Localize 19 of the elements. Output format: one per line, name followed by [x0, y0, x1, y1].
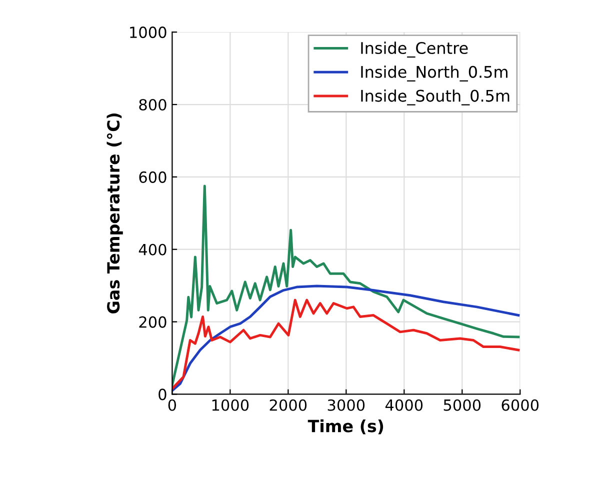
y-tick-label: 800 — [139, 98, 166, 111]
y-tick-label: 0 — [158, 388, 166, 400]
line-series — [172, 184, 520, 386]
x-tick-label: 4000 — [385, 399, 423, 411]
legend-label: Inside_South_0.5m — [361, 89, 510, 106]
x-tick-label: 6000 — [502, 399, 539, 411]
y-tick-label: 400 — [138, 244, 166, 256]
legend-label: Inside_North_0.5m — [361, 66, 508, 82]
x-tick-label: 0 — [168, 399, 176, 411]
y-tick-label: 1000 — [130, 26, 166, 38]
y-tick-label: 600 — [139, 171, 166, 183]
x-tick-label: 1000 — [212, 399, 249, 411]
y-tick-label: 200 — [139, 316, 166, 328]
x-tick-label: 5000 — [444, 399, 481, 411]
x-axis-title: Time (s) — [308, 419, 384, 434]
x-tick-label: 2000 — [270, 399, 307, 411]
y-axis-title: Gas Temperature (°C) — [106, 114, 123, 314]
legend-label: Inside_Centre — [361, 42, 468, 58]
x-tick-label: 3000 — [328, 399, 365, 411]
